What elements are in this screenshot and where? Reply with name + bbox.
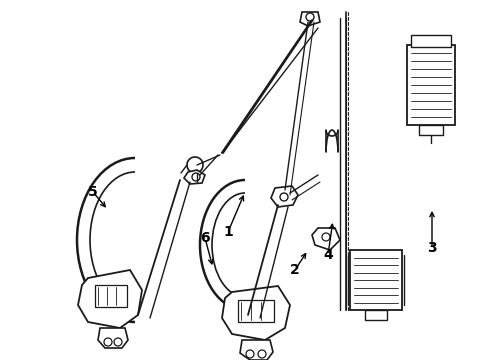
Text: 3: 3 bbox=[427, 241, 437, 255]
Bar bbox=[350, 250, 402, 310]
Text: 5: 5 bbox=[88, 185, 98, 199]
Polygon shape bbox=[78, 270, 142, 328]
Polygon shape bbox=[271, 186, 298, 207]
Bar bbox=[238, 300, 274, 322]
Circle shape bbox=[104, 338, 112, 346]
Circle shape bbox=[246, 350, 254, 358]
Polygon shape bbox=[312, 228, 340, 250]
Circle shape bbox=[258, 350, 266, 358]
Circle shape bbox=[322, 233, 330, 241]
Bar bbox=[95, 285, 127, 307]
Text: 1: 1 bbox=[223, 225, 233, 239]
Text: 4: 4 bbox=[323, 248, 333, 262]
Bar bbox=[411, 35, 451, 47]
Circle shape bbox=[192, 173, 200, 181]
Circle shape bbox=[306, 13, 314, 21]
Bar bbox=[365, 310, 387, 320]
Text: 2: 2 bbox=[290, 263, 300, 277]
Polygon shape bbox=[184, 170, 205, 184]
Polygon shape bbox=[98, 328, 128, 348]
Bar bbox=[419, 125, 443, 135]
Polygon shape bbox=[240, 340, 273, 360]
Text: 6: 6 bbox=[200, 231, 210, 245]
Polygon shape bbox=[300, 12, 320, 26]
Polygon shape bbox=[222, 286, 290, 340]
Circle shape bbox=[280, 193, 288, 201]
Circle shape bbox=[114, 338, 122, 346]
Bar bbox=[407, 45, 455, 125]
